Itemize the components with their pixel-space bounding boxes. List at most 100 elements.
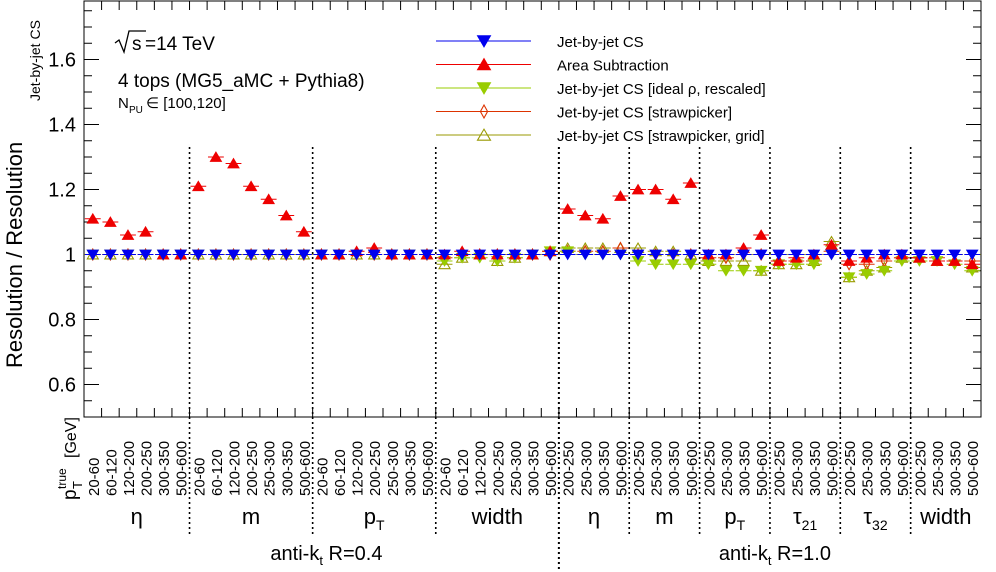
data-point: [121, 229, 135, 240]
x-axis-title-sup: true: [55, 468, 69, 489]
x-tick-label: 20-60: [86, 458, 103, 496]
x-axis-ticks: [83, 1, 982, 417]
x-tick-label: 200-250: [561, 441, 578, 496]
y-tick-label: 0.8: [48, 310, 76, 332]
y-tick-label: 1.2: [48, 180, 76, 202]
data-point: [191, 180, 205, 192]
data-point: [455, 249, 469, 261]
x-tick-label: 500-600: [174, 441, 191, 496]
x-tick-label: 120-200: [473, 441, 490, 496]
data-point: [614, 190, 627, 201]
data-point: [121, 249, 135, 261]
data-point: [631, 183, 645, 195]
data-point: [139, 225, 152, 237]
x-tick-label: 300-350: [156, 441, 173, 496]
data-point: [754, 249, 768, 261]
data-point: [332, 249, 346, 261]
data-point: [772, 249, 786, 261]
sqrt-symbol: [114, 30, 146, 55]
y-axis-title-subscript: Jet-by-jet CS: [27, 20, 43, 101]
group-label: m: [655, 504, 673, 529]
data-point: [473, 249, 487, 261]
x-tick-label: 300-350: [737, 441, 754, 496]
data-point: [86, 212, 100, 224]
x-tick-label: 250-300: [860, 441, 877, 496]
data-point: [930, 255, 944, 266]
group-label: η: [131, 504, 143, 529]
group-separators: [84, 147, 981, 572]
x-tick-label: 200-250: [244, 441, 261, 496]
data-point: [578, 249, 592, 261]
x-tick-label: 300-350: [948, 441, 965, 496]
x-axis-title-p: p: [60, 489, 81, 500]
x-tick-label: 250-300: [262, 441, 279, 496]
legend-entry: Area Subtraction: [436, 58, 669, 75]
data-point: [842, 249, 856, 261]
legend-entry: Jet-by-jet CS [strawpicker, grid]: [436, 128, 765, 145]
y-axis-title: Resolution / Resolution: [2, 142, 27, 368]
data-point: [649, 249, 662, 261]
data-point: [825, 249, 838, 261]
legend-marker: [476, 128, 492, 141]
data-point: [702, 249, 715, 261]
data-point: [666, 193, 680, 205]
data-point: [842, 255, 856, 266]
legend-label: Jet-by-jet CS [ideal ρ, rescaled]: [557, 81, 766, 98]
group-label: τ21: [793, 504, 817, 533]
x-tick-label: 250-300: [508, 441, 525, 496]
data-point: [526, 249, 539, 261]
data-point: [561, 203, 575, 214]
data-points: [84, 151, 981, 284]
data-point: [754, 265, 768, 277]
data-point: [403, 249, 416, 261]
data-point: [104, 249, 117, 261]
data-point: [104, 216, 117, 227]
data-point: [279, 209, 293, 221]
x-tick-label: 60-120: [103, 449, 120, 496]
data-point: [279, 249, 293, 261]
data-point: [350, 249, 363, 261]
x-tick-label: 60-120: [209, 449, 226, 496]
x-tick-label: 200-250: [772, 441, 789, 496]
x-tick-label: 500-600: [754, 441, 771, 496]
data-point: [877, 265, 891, 277]
data-point: [297, 225, 311, 237]
legend-marker: [476, 35, 492, 48]
x-tick-label: 500-600: [965, 441, 982, 496]
legend-entry: Jet-by-jet CS: [436, 34, 644, 51]
x-tick-label: 120-200: [227, 441, 244, 496]
x-tick-label: 120-200: [350, 441, 367, 496]
x-tick-label: 200-250: [912, 441, 929, 496]
data-point: [807, 249, 821, 261]
y-tick-label: 1.4: [48, 115, 76, 137]
x-tick-label: 300-350: [807, 441, 824, 496]
x-tick-label: 500-600: [297, 441, 314, 496]
annotation-block: s =14 TeV 4 tops (MG5_aMC + Pythia8) N P…: [114, 30, 365, 116]
data-point: [262, 249, 276, 261]
x-tick-label: 200-250: [490, 441, 507, 496]
x-tick-label: 250-300: [719, 441, 736, 496]
data-point: [860, 249, 874, 261]
legend-entry: Jet-by-jet CS [strawpicker]: [436, 103, 732, 122]
data-point: [578, 209, 592, 221]
x-tick-label: 200-250: [631, 441, 648, 496]
jet-label: anti-kt R=1.0: [719, 543, 831, 568]
legend-label: Area Subtraction: [557, 58, 669, 75]
data-point: [156, 249, 170, 261]
data-point: [737, 249, 750, 261]
x-tick-label: 200-250: [367, 441, 384, 496]
group-label: pT: [364, 504, 385, 533]
group-label: width: [471, 504, 523, 529]
data-point: [438, 249, 451, 261]
x-tick-label: 250-300: [649, 441, 666, 496]
data-point: [174, 249, 188, 261]
x-tick-label: 300-350: [526, 441, 543, 496]
data-point: [262, 193, 276, 205]
data-point: [965, 249, 979, 261]
data-point: [490, 249, 504, 261]
data-point: [508, 249, 522, 261]
process-label: 4 tops (MG5_aMC + Pythia8): [118, 71, 365, 92]
data-point: [737, 265, 750, 277]
data-point: [227, 157, 240, 169]
